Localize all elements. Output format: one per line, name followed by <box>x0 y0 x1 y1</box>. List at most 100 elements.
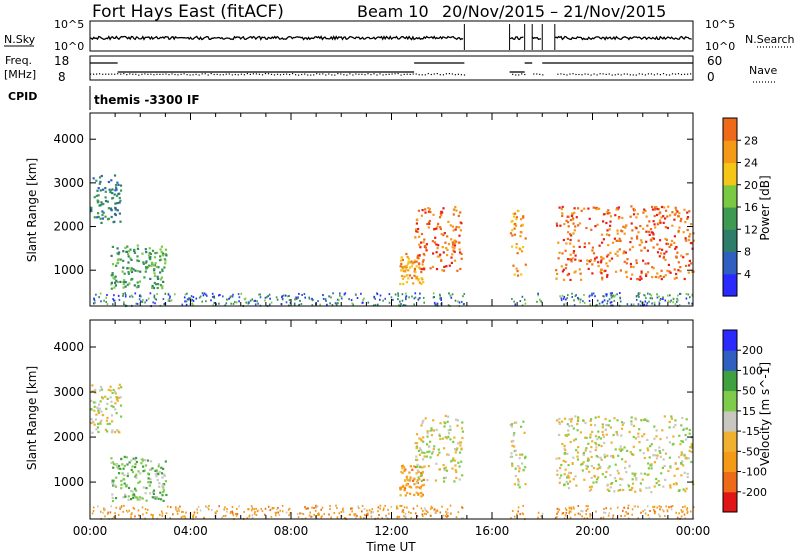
colorbar-tick-label: 28 <box>744 134 758 147</box>
power-cell <box>583 207 586 210</box>
velocity-cell <box>670 417 673 420</box>
power-cell <box>619 269 622 272</box>
power-cell <box>623 250 626 253</box>
velocity-cell <box>590 455 593 459</box>
velocity-cell <box>634 490 637 493</box>
velocity-cell <box>142 486 145 489</box>
velocity-cell <box>659 508 661 511</box>
nave-dot <box>415 73 417 75</box>
power-cell <box>452 213 455 216</box>
velocity-cell <box>438 468 441 471</box>
velocity-cell <box>459 444 462 447</box>
power-cell <box>689 296 691 299</box>
power-cell <box>400 259 403 262</box>
velocity-cell <box>302 513 305 516</box>
power-cell <box>421 263 424 266</box>
velocity-cell <box>595 481 598 484</box>
velocity-cell <box>162 491 165 494</box>
velocity-cell <box>661 429 664 432</box>
power-cell <box>636 295 638 298</box>
velocity-cell <box>115 412 118 415</box>
velocity-cell <box>606 454 609 457</box>
station-title: Fort Hays East (fitACF) <box>92 2 284 22</box>
power-cell <box>669 271 672 274</box>
nave-dot <box>240 73 242 75</box>
power-cell <box>563 303 565 306</box>
velocity-cell <box>630 420 633 423</box>
power-cell <box>660 205 664 209</box>
velocity-cell <box>515 453 518 456</box>
power-cell <box>511 234 514 237</box>
velocity-cell <box>452 440 455 443</box>
power-cell <box>515 243 518 246</box>
velocity-cell <box>632 445 635 448</box>
velocity-cell <box>568 512 570 515</box>
nsky-line <box>554 35 692 41</box>
power-cell <box>640 270 643 273</box>
power-cell <box>568 258 572 261</box>
power-cell <box>683 277 686 281</box>
velocity-cell <box>453 480 456 483</box>
power-cell <box>460 257 463 260</box>
nave-dot <box>138 74 140 76</box>
power-cell <box>513 233 517 236</box>
power-cell <box>613 237 616 240</box>
velocity-cell <box>422 440 425 443</box>
power-cell <box>405 298 407 301</box>
power-cell <box>118 212 121 215</box>
nave-dot <box>316 73 318 75</box>
power-cell <box>244 297 247 300</box>
power-cell <box>570 234 573 237</box>
colorbar-tick-label: 20 <box>744 179 758 192</box>
velocity-cell <box>597 466 601 469</box>
power-colorbar-label: Power [dB] <box>758 175 772 240</box>
velocity-cell <box>646 419 649 422</box>
power-cell <box>624 251 627 254</box>
power-cell <box>388 293 391 296</box>
power-cell <box>431 240 434 243</box>
velocity-cell <box>609 486 612 489</box>
nave-tick-bottom: 0 <box>707 70 715 84</box>
velocity-cell <box>622 422 625 425</box>
power-cell <box>522 215 525 218</box>
velocity-cell <box>111 493 114 496</box>
velocity-cell <box>165 493 168 497</box>
power-cell <box>339 292 341 295</box>
power-cell <box>122 250 125 253</box>
velocity-cell <box>113 431 117 434</box>
velocity-cell <box>418 447 422 450</box>
power-cell <box>160 258 163 261</box>
velocity-cell <box>361 510 363 513</box>
power-cell <box>288 299 291 302</box>
velocity-cell <box>342 507 344 510</box>
power-cell <box>124 295 127 298</box>
power-cell <box>419 246 422 249</box>
velocity-cell <box>409 478 412 481</box>
power-cell <box>156 293 158 295</box>
velocity-cell <box>118 472 121 475</box>
power-cell <box>397 292 399 295</box>
power-cell <box>183 296 186 299</box>
power-cell <box>186 298 189 301</box>
nave-dot <box>617 73 619 75</box>
power-cell <box>104 196 107 199</box>
velocity-cell <box>597 415 600 418</box>
power-cell <box>340 297 343 300</box>
velocity-cell <box>161 485 164 488</box>
velocity-cell <box>567 474 570 477</box>
nave-dot <box>596 74 598 76</box>
velocity-cell <box>162 499 165 502</box>
nave-dot <box>635 74 637 76</box>
power-cell <box>462 295 464 298</box>
power-cell <box>669 301 671 304</box>
velocity-cell <box>120 506 123 509</box>
power-cell <box>600 268 603 271</box>
power-cell <box>397 298 399 301</box>
velocity-cell <box>419 465 422 468</box>
power-cell <box>136 255 139 258</box>
power-cell <box>452 243 455 246</box>
power-cell <box>447 304 450 307</box>
velocity-cell <box>558 481 561 484</box>
velocity-cell <box>238 505 240 508</box>
power-cell <box>630 303 633 306</box>
